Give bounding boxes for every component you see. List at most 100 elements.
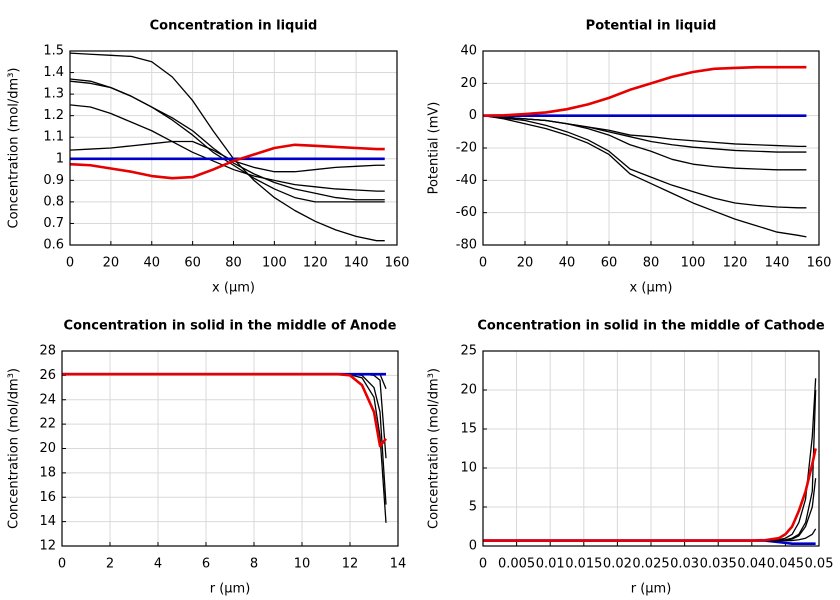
y-axis-label: Concentration (mol/dm³) xyxy=(427,368,442,529)
x-tick-label: 0 xyxy=(479,256,487,271)
x-tick-label: 2 xyxy=(106,557,114,572)
plot-frame xyxy=(61,350,399,547)
chart-title: Concentration in solid in the middle of … xyxy=(477,319,825,334)
x-tick-label: 0.005 xyxy=(498,557,535,572)
x-axis-label: r (µm) xyxy=(631,582,672,597)
x-tick-label: 8 xyxy=(250,557,258,572)
y-tick-label: 1.1 xyxy=(43,130,64,145)
y-tick-label: 0 xyxy=(469,539,477,554)
data-line xyxy=(483,378,817,542)
x-axis-label: x (µm) xyxy=(212,281,255,296)
y-tick-label: 20 xyxy=(460,383,477,398)
x-tick-label: 100 xyxy=(262,256,287,271)
x-tick-label: 0 xyxy=(66,256,74,271)
y-tick-label: 25 xyxy=(460,344,477,359)
y-tick-label: 28 xyxy=(39,344,56,359)
x-tick-label: 140 xyxy=(765,256,790,271)
y-tick-label: 0.8 xyxy=(43,194,64,209)
y-tick-label: -80 xyxy=(456,238,477,253)
data-line xyxy=(69,143,385,180)
x-tick-label: 10 xyxy=(294,557,311,572)
y-tick-label: 1.4 xyxy=(43,65,64,80)
plot-frame xyxy=(482,50,820,246)
y-tick-label: 10 xyxy=(460,461,477,476)
y-axis-label: Concentration (mol/dm³) xyxy=(7,68,22,229)
data-line xyxy=(62,373,387,505)
y-tick-label: -20 xyxy=(456,141,477,156)
x-axis-label: x (µm) xyxy=(630,281,673,296)
chart-title: Concentration in liquid xyxy=(150,19,318,34)
data-line xyxy=(483,448,817,542)
x-tick-label: 160 xyxy=(385,256,410,271)
data-line xyxy=(483,478,817,542)
y-tick-label: 1.2 xyxy=(43,108,64,123)
x-tick-label: 0.015 xyxy=(565,557,602,572)
x-tick-label: 40 xyxy=(143,256,160,271)
data-line xyxy=(69,80,385,201)
y-tick-label: 40 xyxy=(460,44,477,59)
x-tick-label: 0.025 xyxy=(632,557,669,572)
x-tick-label: 60 xyxy=(184,256,201,271)
x-tick-label: 20 xyxy=(103,256,120,271)
x-tick-label: 0.04 xyxy=(737,557,766,572)
data-line xyxy=(69,104,385,192)
y-tick-label: 12 xyxy=(39,539,56,554)
x-tick-label: 140 xyxy=(344,256,369,271)
data-line xyxy=(62,372,388,448)
data-line xyxy=(482,115,807,209)
data-line xyxy=(62,373,387,390)
y-tick-label: 16 xyxy=(39,490,56,505)
x-tick-label: 80 xyxy=(225,256,242,271)
x-tick-label: 0.02 xyxy=(603,557,632,572)
x-tick-label: 12 xyxy=(342,557,359,572)
x-tick-label: 20 xyxy=(517,256,534,271)
y-tick-label: 14 xyxy=(39,514,56,529)
y-tick-label: 20 xyxy=(460,76,477,91)
data-line xyxy=(483,389,817,542)
x-tick-label: 6 xyxy=(202,557,210,572)
plot-frame xyxy=(482,350,820,547)
x-tick-label: 0.035 xyxy=(700,557,737,572)
y-axis-label: Concentration (mol/dm³) xyxy=(7,368,22,529)
y-axis-label: Potential (mV) xyxy=(427,102,442,195)
x-tick-label: 100 xyxy=(681,256,706,271)
data-line xyxy=(62,373,387,459)
x-tick-label: 0.05 xyxy=(805,557,834,572)
x-axis-label: r (µm) xyxy=(210,582,251,597)
y-tick-label: 5 xyxy=(469,500,477,515)
data-line xyxy=(482,65,807,117)
x-tick-label: 14 xyxy=(390,557,407,572)
x-tick-label: 0 xyxy=(58,557,66,572)
y-tick-label: 20 xyxy=(39,441,56,456)
y-tick-label: 15 xyxy=(460,422,477,437)
x-tick-label: 80 xyxy=(643,256,660,271)
y-tick-label: 26 xyxy=(39,368,56,383)
data-line xyxy=(482,115,807,238)
y-tick-label: 1.5 xyxy=(43,44,64,59)
y-tick-label: 0.7 xyxy=(43,216,64,231)
x-tick-label: 60 xyxy=(601,256,618,271)
data-line xyxy=(482,115,807,171)
y-tick-label: 1.3 xyxy=(43,87,64,102)
y-tick-label: -60 xyxy=(456,205,477,220)
chart-title: Potential in liquid xyxy=(586,19,717,34)
y-tick-label: 0.9 xyxy=(43,173,64,188)
y-tick-label: 0.6 xyxy=(43,238,64,253)
data-line xyxy=(482,115,807,153)
data-line xyxy=(69,78,385,203)
plot-frame xyxy=(69,50,398,246)
x-tick-label: 40 xyxy=(559,256,576,271)
x-tick-label: 0.01 xyxy=(536,557,565,572)
x-tick-label: 160 xyxy=(807,256,832,271)
y-tick-label: 18 xyxy=(39,465,56,480)
x-tick-label: 120 xyxy=(723,256,748,271)
data-line xyxy=(482,115,807,148)
x-tick-label: 0.03 xyxy=(670,557,699,572)
x-tick-label: 4 xyxy=(154,557,162,572)
chart-title: Concentration in solid in the middle of … xyxy=(64,319,397,334)
x-tick-label: 0.045 xyxy=(767,557,804,572)
y-tick-label: 24 xyxy=(39,392,56,407)
y-tick-label: 22 xyxy=(39,417,56,432)
x-tick-label: 0 xyxy=(479,557,487,572)
